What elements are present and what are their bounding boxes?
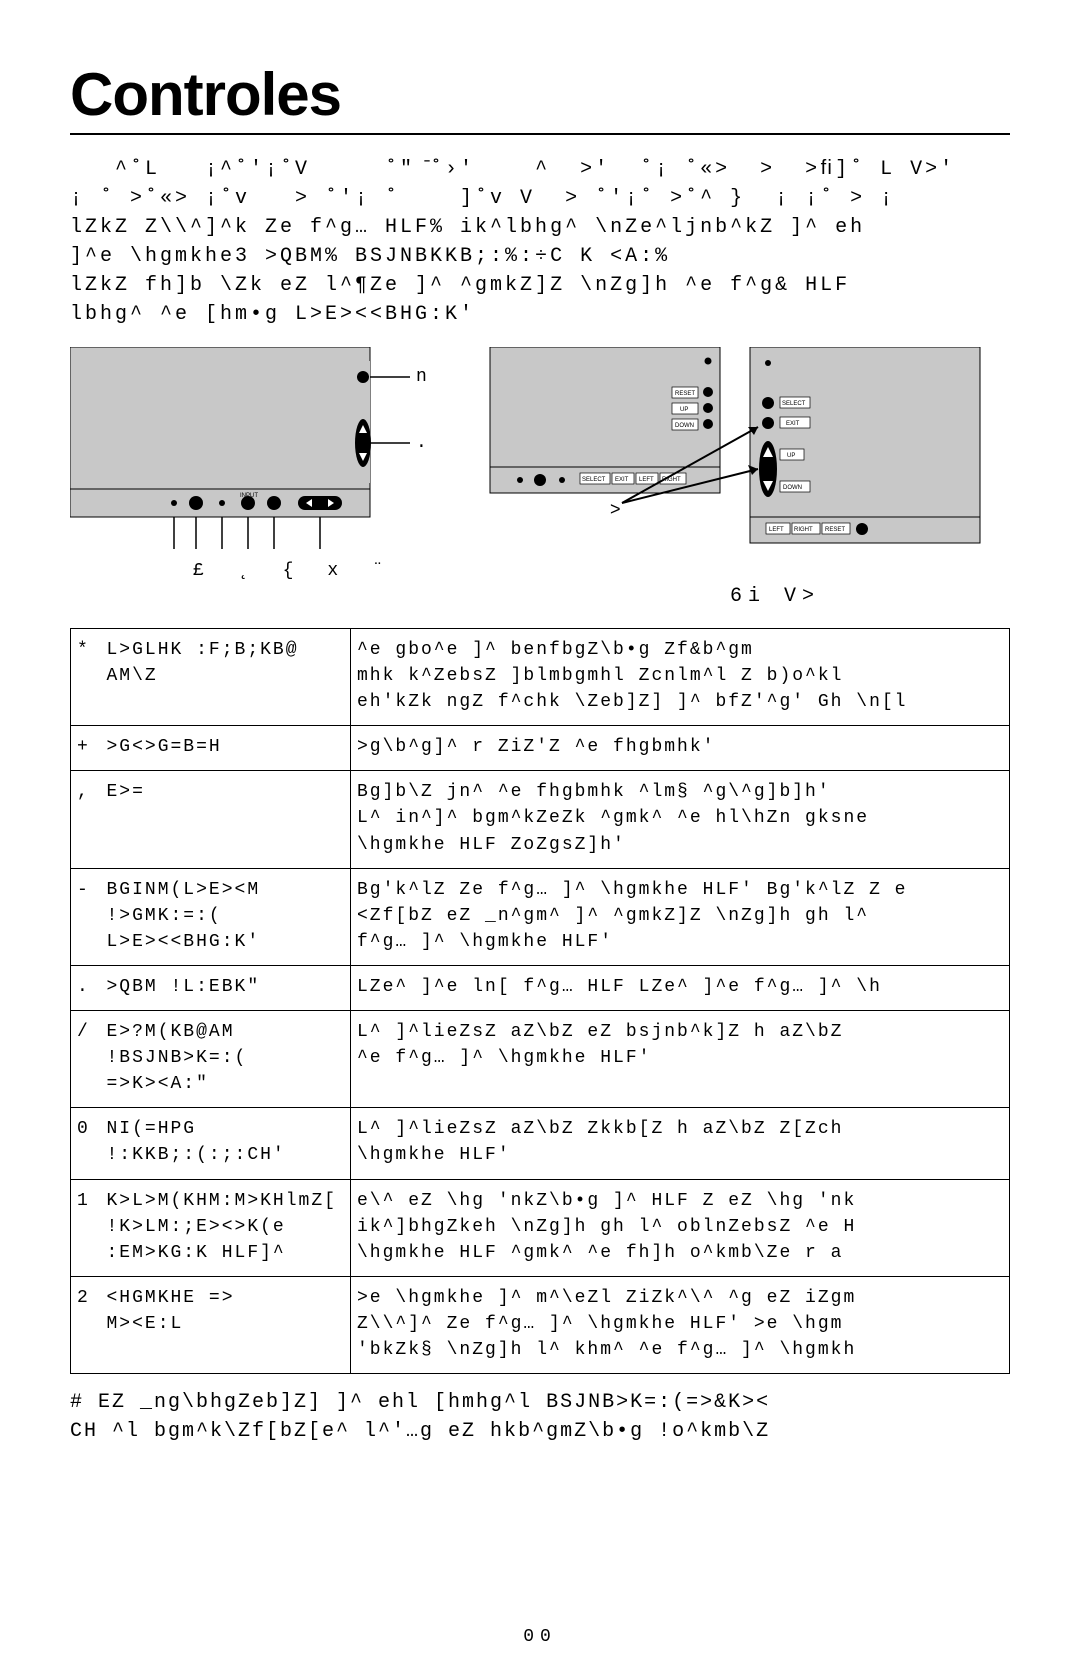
svg-text:RESET: RESET (675, 391, 695, 397)
monitor-diagram-right: RESET UP DOWN SELECT EXIT LEFT RIGHT (480, 347, 1000, 577)
row-label: K>L>M(KHM:M>KHlmZ[ !K>LM:;E><>K(e :EM>KG… (101, 1179, 351, 1276)
row-description: LZe^ ]^e ln[ f^g… HLF LZe^ ]^e f^g… ]^ \… (351, 965, 1010, 1010)
svg-text:LEFT: LEFT (769, 527, 784, 533)
row-description: ^e gbo^e ]^ benfbgZ\b•g Zf&b^gm mhk k^Ze… (351, 629, 1010, 726)
sym-2: { (283, 561, 298, 581)
svg-text:SELECT: SELECT (782, 401, 806, 407)
monitor-diagram-left: INPUT n . (70, 347, 450, 557)
table-row: -BGINM(L>E><M !>GMK:=:( L>E><<BHG:K'Bg'k… (71, 868, 1010, 965)
diagram-right-caption: 6i V> (470, 585, 820, 608)
svg-text:RIGHT: RIGHT (794, 527, 813, 533)
svg-text:DOWN: DOWN (783, 485, 802, 491)
row-index: / (71, 1011, 101, 1108)
row-index: * (71, 629, 101, 726)
sym-4: ¨ (372, 561, 387, 581)
row-description: L^ ]^lieZsZ aZ\bZ eZ bsjnb^k]Z h aZ\bZ ^… (351, 1011, 1010, 1108)
table-row: .>QBM !L:EBK"LZe^ ]^e ln[ f^g… HLF LZe^ … (71, 965, 1010, 1010)
svg-text:DOWN: DOWN (675, 423, 694, 429)
btn-exit-r: EXIT (762, 417, 810, 429)
pointer-dot: . (416, 433, 427, 453)
row-label: BGINM(L>E><M !>GMK:=:( L>E><<BHG:K' (101, 868, 351, 965)
svg-text:RESET: RESET (825, 527, 845, 533)
table-row: 2<HGMKHE => M><E:L>e \hgmkhe ]^ m^\eZl Z… (71, 1276, 1010, 1373)
row-description: >e \hgmkhe ]^ m^\eZl ZiZk^\^ ^g eZ iZgm … (351, 1276, 1010, 1373)
sym-3: x (327, 561, 342, 581)
svg-text:SELECT: SELECT (582, 477, 606, 483)
row-index: + (71, 726, 101, 771)
row-description: >g\b^g]^ r ZiZ'Z ^e fhgbmhk' (351, 726, 1010, 771)
row-index: 1 (71, 1179, 101, 1276)
btn-select-r: SELECT (762, 397, 810, 409)
table-row: ,E>=Bg]b\Z jn^ ^e fhgbmhk ^lm§ ^g\^g]b]h… (71, 771, 1010, 868)
table-row: *L>GLHK :F;B;KB@ AM\Z^e gbo^e ]^ benfbgZ… (71, 629, 1010, 726)
controls-table: *L>GLHK :F;B;KB@ AM\Z^e gbo^e ]^ benfbgZ… (70, 628, 1010, 1374)
row-index: . (71, 965, 101, 1010)
btn-up: UP (672, 403, 713, 414)
row-label: >G<>G=B=H (101, 726, 351, 771)
sym-1: ˛ (238, 561, 253, 581)
footer-note: # EZ _ng\bhgZeb]Z] ]^ ehl [hmhg^l BSJNB>… (70, 1388, 1010, 1446)
row-index: , (71, 771, 101, 868)
row-label: E>?M(KB@AM !BSJNB>K=:( =>K><A:" (101, 1011, 351, 1108)
row-index: 0 (71, 1108, 101, 1179)
sym-0: £ (193, 561, 208, 581)
page-number: 00 (0, 1627, 1080, 1647)
intro-paragraph: ^˚L ¡^˚'¡˚V ˚" ̄˚›' ^ >' ˚¡ ˚«> > >ﬁ]˚ L… (70, 155, 1010, 329)
page: Controles ^˚L ¡^˚'¡˚V ˚" ̄˚›' ^ >' ˚¡ ˚«… (0, 0, 1080, 1669)
btn-down: DOWN (672, 419, 713, 430)
svg-text:UP: UP (787, 453, 795, 459)
row-description: Bg'k^lZ Ze f^g… ]^ \hgmkhe HLF' Bg'k^lZ … (351, 868, 1010, 965)
diagram-right-wrap: RESET UP DOWN SELECT EXIT LEFT RIGHT (470, 347, 1010, 608)
svg-text:LEFT: LEFT (639, 477, 654, 483)
row-label: E>= (101, 771, 351, 868)
row-label: L>GLHK :F;B;KB@ AM\Z (101, 629, 351, 726)
row-description: Bg]b\Z jn^ ^e fhgbmhk ^lm§ ^g\^g]b]h' L^… (351, 771, 1010, 868)
svg-text:EXIT: EXIT (786, 421, 800, 427)
row-description: L^ ]^lieZsZ aZ\bZ Zkkb[Z h aZ\bZ Z[Zch \… (351, 1108, 1010, 1179)
below-symbol: > (610, 499, 621, 519)
btn-reset: RESET (672, 387, 713, 398)
row-label: NI(=HPG !:KKB;:(:;:CH' (101, 1108, 351, 1179)
diagram-left-wrap: INPUT n . £ (70, 347, 450, 608)
page-title: Controles (70, 60, 1010, 129)
svg-text:UP: UP (680, 407, 688, 413)
diagram-left-caption: £ ˛ { x ¨ (133, 561, 387, 581)
table-row: 1K>L>M(KHM:M>KHlmZ[ !K>LM:;E><>K(e :EM>K… (71, 1179, 1010, 1276)
pointer-n: n (416, 367, 427, 387)
row-index: - (71, 868, 101, 965)
table-row: 0NI(=HPG !:KKB;:(:;:CH'L^ ]^lieZsZ aZ\bZ… (71, 1108, 1010, 1179)
table-row: /E>?M(KB@AM !BSJNB>K=:( =>K><A:"L^ ]^lie… (71, 1011, 1010, 1108)
row-label: <HGMKHE => M><E:L (101, 1276, 351, 1373)
diagrams-row: INPUT n . £ (70, 347, 1010, 608)
row-label: >QBM !L:EBK" (101, 965, 351, 1010)
table-row: +>G<>G=B=H>g\b^g]^ r ZiZ'Z ^e fhgbmhk' (71, 726, 1010, 771)
row-index: 2 (71, 1276, 101, 1373)
title-underline (70, 133, 1010, 135)
row-description: e\^ eZ \hg 'nkZ\b•g ]^ HLF Z eZ \hg 'nk … (351, 1179, 1010, 1276)
svg-text:EXIT: EXIT (615, 477, 629, 483)
btn-row-left: SELECT EXIT LEFT RIGHT (580, 473, 686, 484)
